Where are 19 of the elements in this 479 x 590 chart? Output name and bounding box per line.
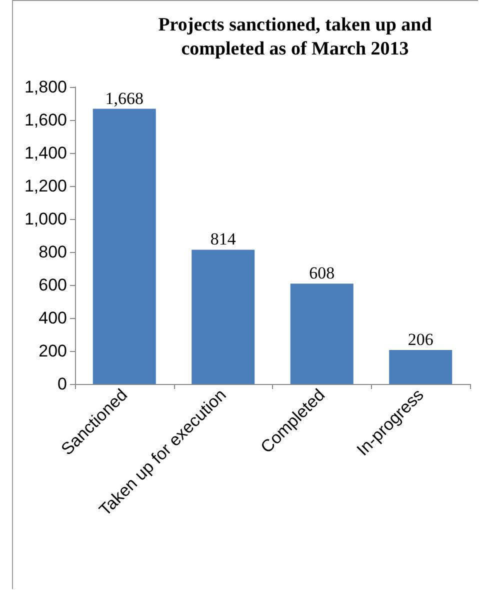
y-tick-label: 1,400 bbox=[24, 144, 67, 162]
bar bbox=[389, 350, 452, 384]
y-tick-label: 1,200 bbox=[24, 176, 67, 196]
data-label: 814 bbox=[210, 230, 236, 249]
y-tick-label: 1,800 bbox=[24, 78, 67, 96]
y-tick-label: 800 bbox=[38, 242, 67, 262]
y-tick-label: 400 bbox=[38, 308, 67, 328]
data-label: 206 bbox=[408, 330, 434, 350]
bar bbox=[290, 284, 354, 384]
y-tick-label: 1,600 bbox=[24, 110, 67, 130]
y-tick-label: 0 bbox=[58, 374, 67, 394]
y-tick-label: 1,000 bbox=[24, 210, 67, 228]
chart-title: Projects sanctioned, taken up and completed as of March 2013 bbox=[158, 14, 432, 60]
y-tick-label: 200 bbox=[38, 342, 67, 360]
bar bbox=[192, 250, 255, 384]
y-tick-label: 600 bbox=[38, 276, 67, 294]
data-label: 1,668 bbox=[105, 88, 144, 108]
data-label: 608 bbox=[309, 264, 335, 283]
bar bbox=[92, 108, 156, 384]
